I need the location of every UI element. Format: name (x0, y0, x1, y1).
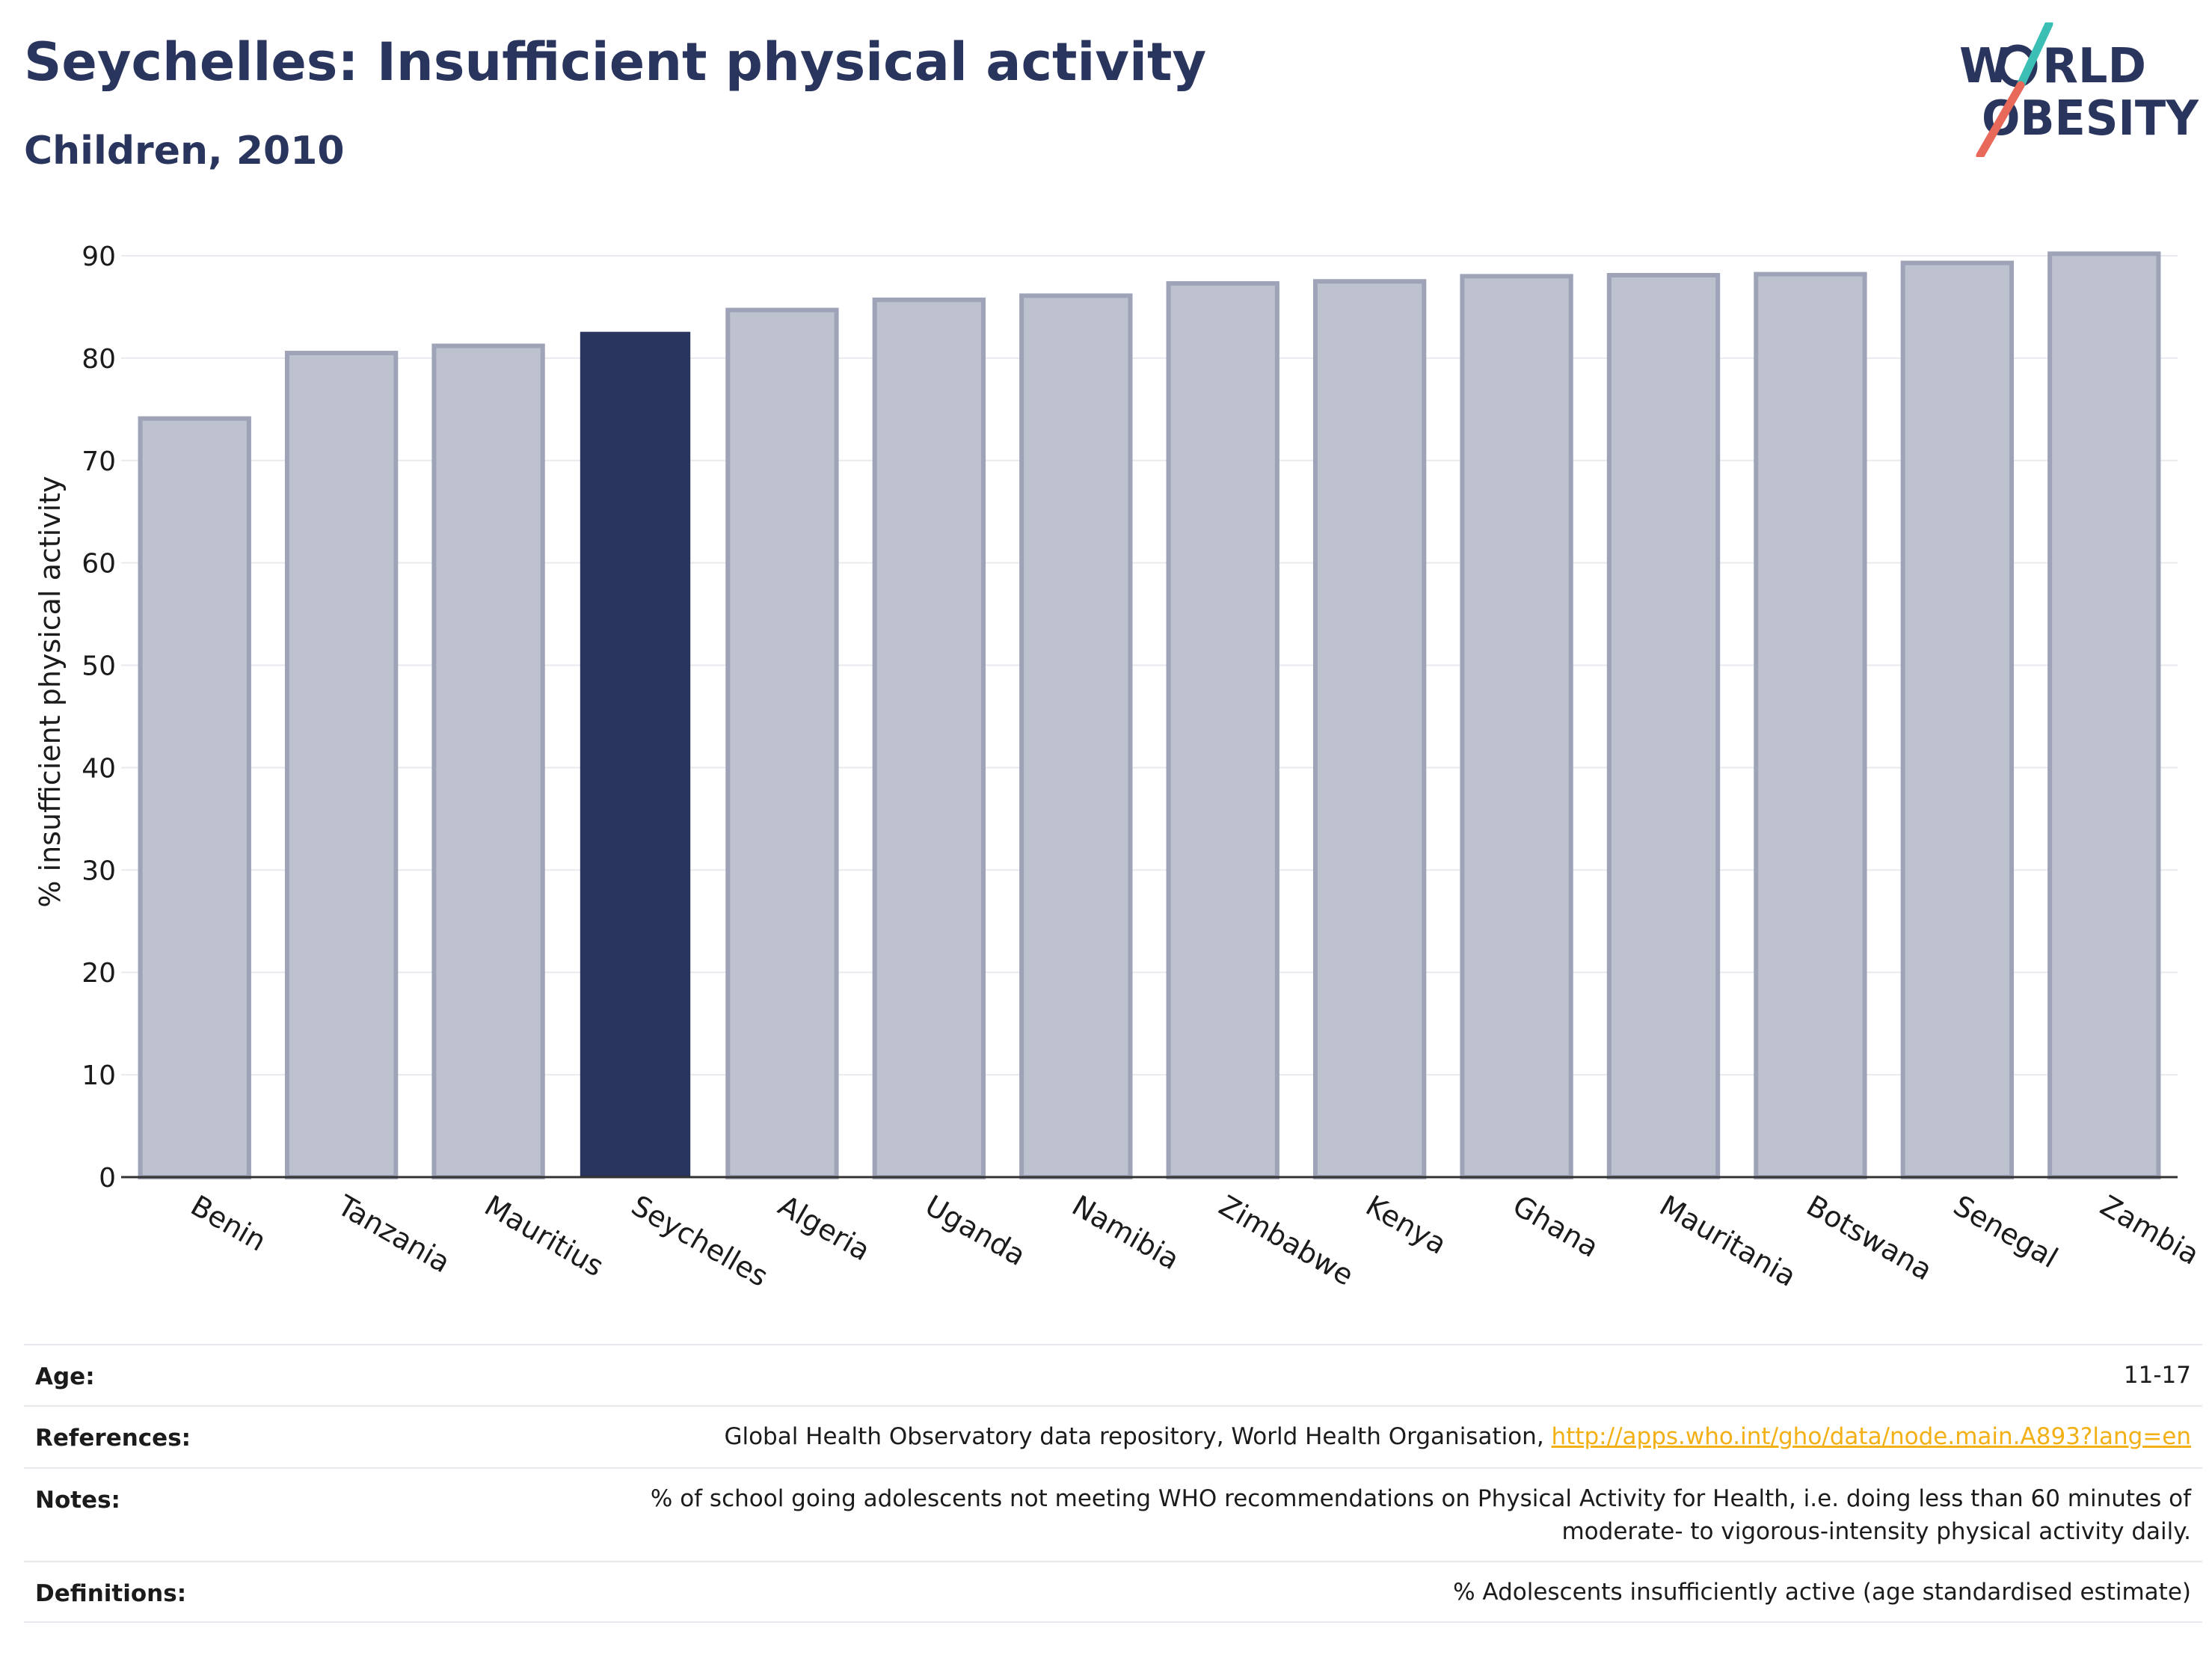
bar-ghana[interactable] (1460, 274, 1573, 1179)
x-tick-label: Benin (185, 1189, 272, 1258)
bar-senegal[interactable] (1900, 260, 2015, 1179)
y-tick-label: 50 (82, 651, 116, 682)
bar-seychelles[interactable] (580, 331, 691, 1179)
info-table: Age: 11-17 References: Global Health Obs… (24, 1344, 2202, 1623)
bar-tanzania[interactable] (284, 351, 399, 1179)
y-tick-label: 40 (82, 753, 116, 784)
y-tick-label: 30 (82, 856, 116, 886)
notes-line2: moderate- to vigorous-intensity physical… (1561, 1518, 2191, 1545)
x-tick-label: Kenya (1360, 1189, 1452, 1261)
references-value: Global Health Observatory data repositor… (724, 1420, 2191, 1453)
x-tick-label: Tanzania (331, 1188, 455, 1279)
x-tick-label: Zambia (2095, 1189, 2205, 1271)
info-row-references: References: Global Health Observatory da… (24, 1405, 2202, 1467)
age-value: 11-17 (2123, 1362, 2191, 1389)
info-row-notes: Notes: % of school going adolescents not… (24, 1467, 2202, 1561)
y-tick-label: 0 (99, 1163, 116, 1194)
x-tick-label: Zimbabwe (1214, 1189, 1360, 1292)
bar-mauritania[interactable] (1606, 273, 1721, 1179)
y-tick-label: 70 (82, 446, 116, 477)
x-tick-label: Mauritania (1654, 1189, 1801, 1293)
bar-namibia[interactable] (1019, 293, 1133, 1179)
info-row-definitions: Definitions: % Adolescents insufficientl… (24, 1561, 2202, 1623)
x-tick-label: Ghana (1508, 1189, 1605, 1264)
y-tick-label: 80 (82, 344, 116, 375)
logo-slash-bottom (1976, 81, 2025, 157)
y-tick-label: 20 (82, 958, 116, 989)
bar-botswana[interactable] (1754, 271, 1867, 1179)
x-tick-label: Botswana (1801, 1189, 1938, 1287)
bar-algeria[interactable] (725, 307, 839, 1179)
bar-benin[interactable] (138, 416, 251, 1179)
chart-title: Seychelles: Insufficient physical activi… (24, 31, 1207, 93)
bar-kenya[interactable] (1312, 279, 1427, 1180)
bars (138, 251, 2161, 1180)
x-tick-label: Senegal (1948, 1189, 2063, 1275)
x-tick-label: Uganda (920, 1189, 1031, 1272)
y-tick-label: 90 (82, 242, 116, 272)
x-tick-label: Seychelles (626, 1189, 773, 1293)
bar-zambia[interactable] (2047, 251, 2161, 1179)
references-label: References: (35, 1425, 191, 1452)
definitions-label: Definitions: (35, 1580, 187, 1607)
notes-label: Notes: (35, 1487, 120, 1514)
y-tick-label: 60 (82, 549, 116, 580)
logo-slash-top (2016, 22, 2053, 90)
notes-line1: % of school going adolescents not meetin… (650, 1485, 2191, 1512)
y-axis-title: % insufficient physical activity (34, 476, 67, 907)
definitions-value: % Adolescents insufficiently active (age… (1453, 1579, 2191, 1606)
references-link[interactable]: http://apps.who.int/gho/data/node.main.A… (1551, 1423, 2191, 1450)
bar-mauritius[interactable] (431, 343, 545, 1179)
age-label: Age: (35, 1363, 95, 1390)
bar-chart: 0 10 20 30 40 50 60 70 80 90 Benin Tanzania Mauriti… (34, 242, 2205, 1293)
grid-lines (121, 255, 2178, 1076)
info-row-age: Age: 11-17 (24, 1344, 2202, 1405)
x-tick-label: Algeria (772, 1189, 876, 1268)
x-tick-label: Mauritius (479, 1189, 609, 1283)
references-text: Global Health Observatory data repositor… (724, 1423, 1552, 1450)
notes-value: % of school going adolescents not meetin… (651, 1482, 2191, 1548)
bar-uganda[interactable] (872, 297, 986, 1180)
chart-subtitle: Children, 2010 (24, 129, 345, 174)
x-tick-label: Namibia (1066, 1189, 1185, 1277)
logo-line1-b: RLD (2042, 39, 2146, 94)
logo-line2-b: BESITY (2020, 91, 2199, 147)
y-tick-label: 10 (82, 1060, 116, 1091)
bar-zimbabwe[interactable] (1166, 280, 1279, 1180)
y-tick-labels: 0 10 20 30 40 50 60 70 80 90 (82, 242, 116, 1194)
